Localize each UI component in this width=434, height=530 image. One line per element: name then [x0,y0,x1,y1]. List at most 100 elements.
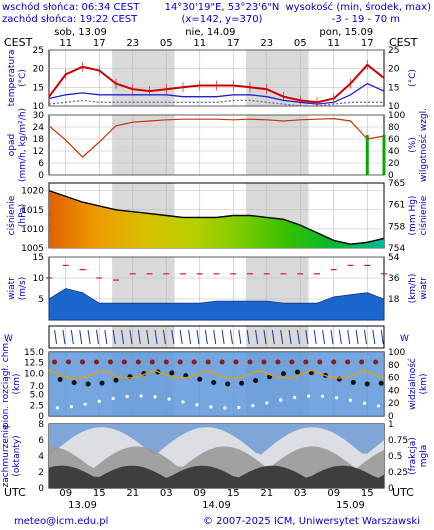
night-band [246,50,309,106]
wind-axis-label: wiatr(m/s) [7,277,28,301]
cloud-mid-dot [378,380,384,386]
y-tick-label: 6 [38,436,44,446]
cloud-base-dot [237,405,241,410]
wind-direction-arrow [146,329,150,345]
wind-direction-arrow [280,329,284,345]
pressure-line [48,189,385,245]
cloud-base-dot [153,395,157,399]
cloud-top-dot [149,359,155,365]
wind-direction-arrow [54,329,58,345]
wind-direction-arrow [372,329,376,345]
y-tick-label: 1010 [21,225,44,235]
panel-1 [48,114,385,176]
y-tick-label: 30 [33,111,45,121]
dewpoint-line [48,82,385,105]
wind-direction-arrow [79,329,83,345]
wind-direction-arrow [70,329,74,345]
top-hour-label: 23 [126,38,139,49]
cloud-mid-dot [113,377,119,383]
y-tick-label: 1020 [21,187,44,197]
bottom-hour-label: 21 [260,488,273,499]
cloud-mid-dot [239,380,245,386]
pressure-axis-label: ciśnienie(hPa) [6,195,28,235]
wind-speed-area [48,288,385,321]
cloud-mid-dot [281,371,286,377]
top-day-label: pon, 15.09 [319,27,373,38]
night-band [112,50,175,106]
y-tick-label: 18 [33,135,45,145]
y-tick-label: 0 [38,412,44,422]
wind-direction-arrow [296,329,300,345]
cloud-height-chart: 02.55.07.010.012.515.0020406080100pion. … [1,340,429,428]
cloud-mid-dot [253,377,259,383]
wind-direction-arrow [213,329,217,345]
cloud-mid-dot [57,376,63,382]
cloud-top-dot [191,359,197,365]
wind-direction-arrow [162,329,166,345]
cloud-base-dot [83,402,87,406]
y2-tick-label: 765 [388,179,405,189]
cloud-base-dot [251,404,255,408]
min-temp-line [48,99,384,107]
cloud-mid-dot [71,380,77,386]
temperature-axis-label: temperatura(°C) [7,50,28,107]
cloud-top-dot [93,359,99,365]
y-tick-label: 8 [38,420,44,430]
cloud-base-dot [265,401,269,405]
y-tick-label: 0 [38,171,44,181]
cloud-base-dot [209,405,213,409]
wind-direction-arrow [129,329,133,345]
top-day-label: nie, 14.09 [185,27,235,38]
bottom-hour-label: 03 [294,488,307,499]
y-tick-label: 1015 [21,206,44,216]
y-tick-label: 15 [33,253,44,263]
bottom-hour-label: 15 [361,488,374,499]
cloud-top-dot [80,359,85,365]
top-hour-label: 17 [227,38,240,49]
y2-tick-label: 60 [388,135,400,145]
y2-tick-label: 18 [388,295,400,305]
cloud-mid-dot [225,381,231,387]
wind-direction-arrow [179,329,183,345]
wind-direction-arrow [87,329,91,345]
wind-direction-arrow [171,329,175,345]
y-tick-label: 15.0 [24,348,44,358]
top-hour-label: 11 [193,38,206,49]
cloud-top-dot [163,359,169,365]
y2-tick-label: 100 [388,111,405,121]
top-hour-label: 23 [260,38,273,49]
footer-email[interactable]: meteo@icm.edu.pl [14,516,108,527]
cloud-top-dot [247,359,253,365]
y2-tick-label: 15 [388,83,399,93]
wind-direction-arrow [112,329,116,345]
precipitation-axis-label: opad(mm/h, kg/m²/h) [7,108,28,182]
cloud-mid-dot [169,370,175,376]
wind-direction-arrow [305,329,309,345]
wind-direction-arrow [238,329,242,345]
wind-direction-arrow [221,329,225,345]
top-zone-right: CEST [389,36,418,49]
cloud-top-dot [289,359,295,365]
wind-direction-arrow [338,329,342,345]
cloud-base-dot [195,403,199,407]
cloud-mid-dot [350,379,356,385]
y-tick-label: 15 [33,83,44,93]
elevation-values: -3 - 19 - 70 m [332,14,400,25]
y-tick-label: 1005 [21,244,44,254]
cloud-top-dot [219,359,225,365]
cloud-base-dot [334,396,339,400]
cloud-base-dot [55,406,59,410]
y-tick-label: 10 [33,274,45,284]
panel-4 [48,325,385,349]
cloud-height-bg [49,352,384,416]
y2-tick-label: 100 [388,348,405,358]
cloud-top-dot [121,359,127,365]
y-tick-label: 24 [33,123,45,133]
cloud-mid-dot [364,381,370,387]
y2-tick-label: 60 [388,374,400,384]
